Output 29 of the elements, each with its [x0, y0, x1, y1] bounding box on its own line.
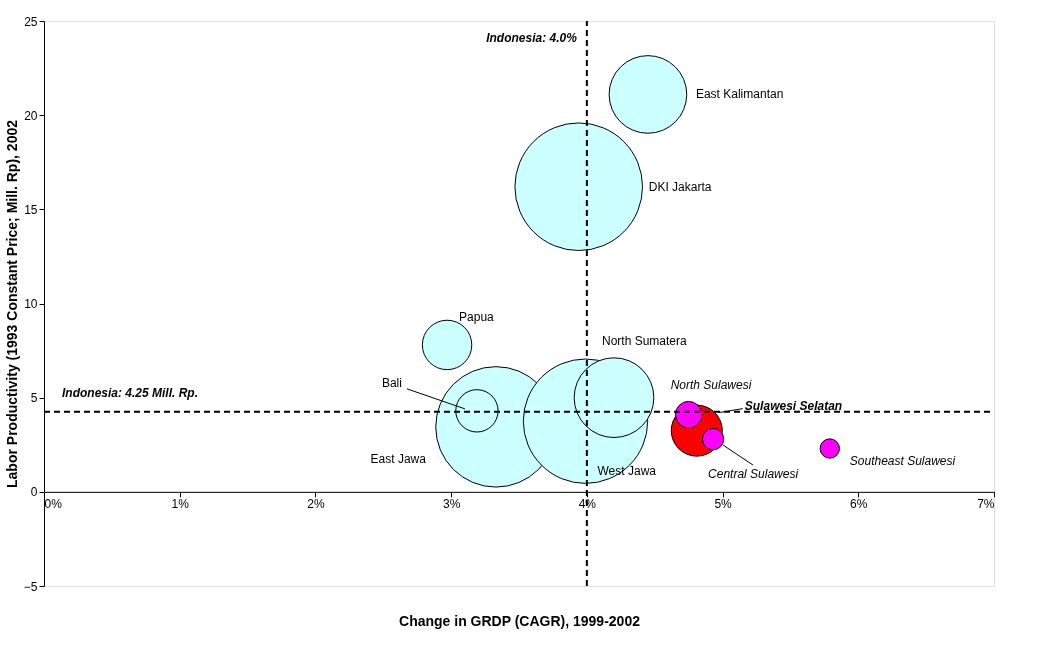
series-label: North Sulawesi: [670, 377, 752, 392]
x-tick-label: 6%: [850, 497, 868, 512]
series-label: East Jawa: [370, 451, 427, 466]
ref-line-label: Indonesia: 4.0%: [486, 31, 578, 45]
y-tick-label: −5: [23, 579, 38, 594]
series-label: East Kalimantan: [695, 87, 784, 102]
x-tick-label: 7%: [977, 497, 995, 512]
ref-line-label: Indonesia: 4.25 Mill. Rp.: [62, 385, 199, 400]
y-tick-label: 20: [24, 108, 38, 123]
y-tick-label: 25: [24, 14, 38, 29]
series-label: Papua: [459, 309, 495, 324]
y-tick-label: 10: [24, 297, 38, 311]
x-tick-label: 2%: [307, 497, 325, 512]
series-label: North Sumatera: [602, 333, 688, 348]
x-tick-label: 3%: [442, 497, 461, 512]
y-tick-label: 5: [30, 391, 38, 406]
series-label: DKI Jakarta: [648, 179, 712, 194]
x-tick-label: 5%: [714, 497, 733, 512]
series-label: Southeast Sulawesi: [849, 453, 956, 468]
y-axis-title: Labor Productivity (1993 Constant Price; Mill. Rp), 2002: [3, 119, 20, 488]
text: Bali: [381, 375, 402, 390]
x-tick-label: 0%: [44, 497, 63, 512]
x-axis-title: Change in GRDP (CAGR), 1999-2002: [399, 612, 641, 629]
legend-label: Sulawesi Selatan: [744, 398, 843, 413]
y-tick-label: 0: [30, 485, 38, 500]
x-tick-label: 1%: [171, 497, 190, 512]
series-label: West Jawa: [597, 464, 657, 479]
y-tick-label: 15: [24, 202, 38, 217]
series-label: Central Sulawesi: [708, 467, 799, 482]
